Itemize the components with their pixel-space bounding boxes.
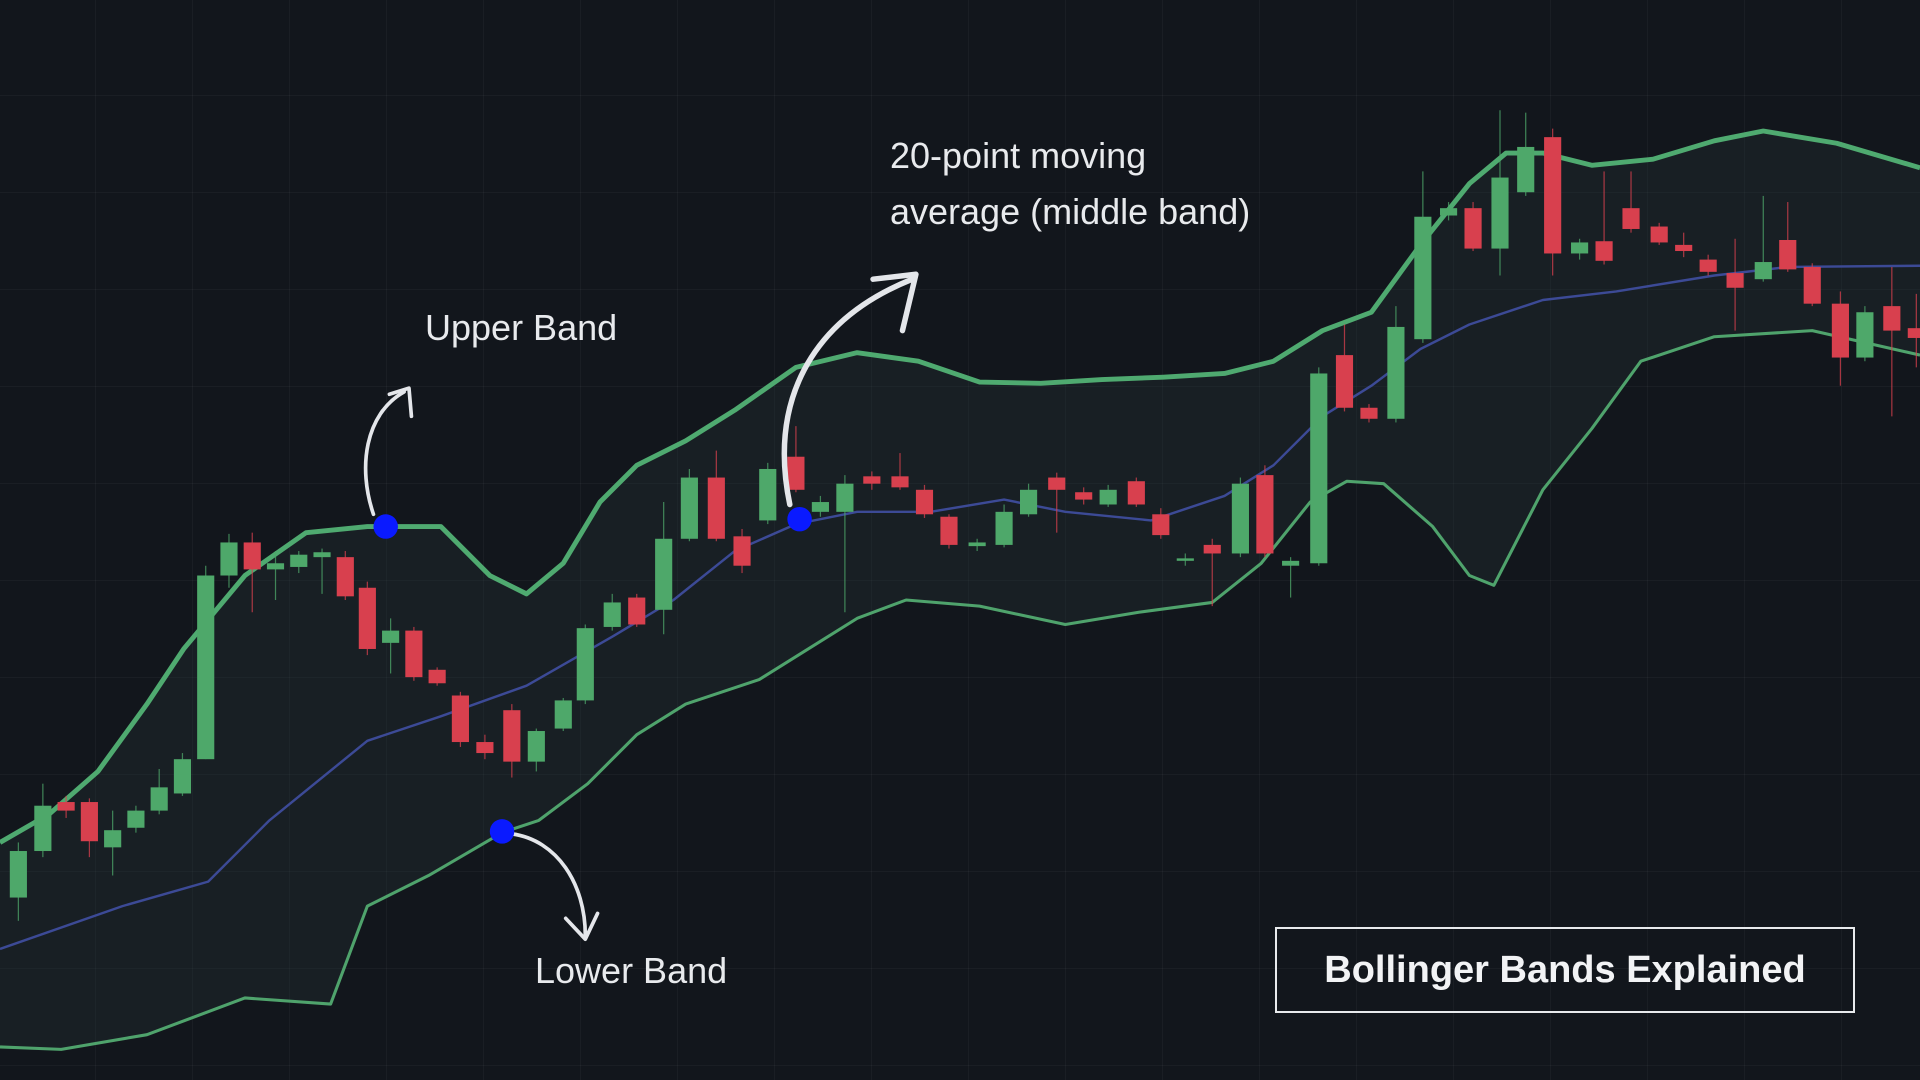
candle-body xyxy=(243,542,261,570)
candle-body xyxy=(836,483,854,512)
candle-body xyxy=(382,630,400,643)
candle-body xyxy=(863,476,881,484)
candle-body xyxy=(1099,489,1117,505)
candle-body xyxy=(150,787,168,811)
candle-body xyxy=(1831,303,1849,358)
candle-body xyxy=(34,805,52,852)
candle-body xyxy=(1517,146,1535,193)
lower-band-note: Lower Band xyxy=(535,950,728,991)
arrow-head xyxy=(387,386,414,419)
candle-body xyxy=(80,802,98,842)
candle-body xyxy=(1595,241,1613,261)
candle-body xyxy=(336,557,354,597)
candle-body xyxy=(266,563,285,570)
marks xyxy=(0,110,1920,1051)
candle-body xyxy=(358,587,376,649)
candle-body xyxy=(554,700,572,729)
candle-body xyxy=(707,477,725,539)
candle-body xyxy=(1152,514,1170,536)
candle-body xyxy=(915,489,934,515)
candle-body xyxy=(57,802,75,811)
band-line xyxy=(0,128,1920,845)
candle-body xyxy=(995,511,1013,545)
candle-body xyxy=(290,554,308,567)
candle-body xyxy=(1203,544,1221,554)
candle-body xyxy=(527,731,545,762)
candle-body xyxy=(1231,483,1249,554)
upper-band-note: Upper Band xyxy=(425,307,618,348)
candle-body xyxy=(1883,306,1901,331)
candle-body xyxy=(603,602,621,627)
candle-body xyxy=(9,851,27,898)
arrow xyxy=(363,390,406,517)
candle-body xyxy=(1282,560,1300,566)
candle-body xyxy=(476,742,494,754)
middle-band-note: 20-point moving average (middle band) xyxy=(890,135,1251,232)
candle-body xyxy=(655,538,673,610)
candle-body xyxy=(503,710,521,762)
candle-body xyxy=(759,468,777,521)
band-line xyxy=(0,329,1920,1051)
candle-body xyxy=(1622,208,1640,229)
markers xyxy=(373,506,812,844)
candle-body xyxy=(1571,242,1589,254)
band-fill xyxy=(0,131,1920,1050)
candle-body xyxy=(576,628,594,701)
candle-body xyxy=(1491,177,1509,249)
candle-body xyxy=(173,759,192,794)
candle-body xyxy=(1335,355,1354,408)
candle-body xyxy=(220,542,238,576)
candle-body xyxy=(1464,208,1482,249)
arrow xyxy=(781,276,916,508)
candle-body xyxy=(1048,477,1066,490)
marker-dot xyxy=(787,506,812,532)
marker-dot xyxy=(489,819,515,844)
candle-body xyxy=(1414,216,1432,340)
chart-title: Bollinger Bands Explained xyxy=(1275,927,1855,1013)
arrow-head xyxy=(563,911,600,942)
candle-body xyxy=(1020,489,1038,515)
candle-body xyxy=(1726,273,1744,288)
candle-body xyxy=(1907,328,1920,338)
band-line xyxy=(0,264,1920,951)
candle-body xyxy=(1256,475,1274,554)
candle-body xyxy=(1440,208,1458,216)
candle-body xyxy=(104,830,122,848)
candle-body xyxy=(1176,558,1194,561)
candle-body xyxy=(1803,266,1821,304)
candle-body xyxy=(1360,407,1378,419)
candle-body xyxy=(1779,240,1797,270)
candle-body xyxy=(891,476,909,488)
candle-body xyxy=(680,477,698,539)
candle-body xyxy=(787,456,805,490)
candle-body xyxy=(968,542,986,547)
candle-body xyxy=(1310,373,1328,564)
candle-body xyxy=(127,810,145,828)
candle-body xyxy=(628,597,646,625)
candle-body xyxy=(451,695,469,743)
candle-body xyxy=(1754,262,1772,280)
candle-body xyxy=(1675,244,1693,252)
candle-body xyxy=(428,669,446,684)
marker-dot xyxy=(373,514,398,539)
candle-body xyxy=(1387,326,1405,419)
candle-body xyxy=(405,630,423,678)
arrow xyxy=(510,832,588,938)
candle-body xyxy=(1075,492,1093,500)
candle-body xyxy=(1544,137,1562,254)
candle-body xyxy=(1856,312,1874,358)
candle-body xyxy=(1650,226,1668,243)
candle-body xyxy=(1127,481,1145,505)
arrow-head xyxy=(870,271,919,334)
candle-body xyxy=(733,536,751,566)
candle-body xyxy=(940,516,958,545)
candle-body xyxy=(811,502,829,512)
candle-body xyxy=(1699,259,1717,272)
arrows xyxy=(363,271,919,942)
candle-body xyxy=(197,575,215,760)
candle-body xyxy=(313,552,331,558)
